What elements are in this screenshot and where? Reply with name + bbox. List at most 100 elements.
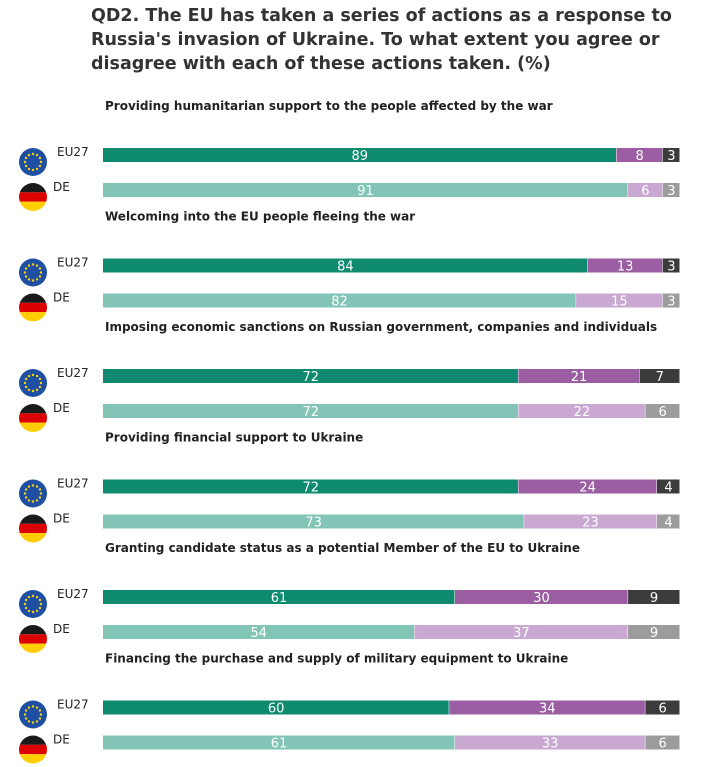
data-label: 3 (667, 260, 675, 275)
eu-flag-disc (19, 369, 47, 397)
eu-star (35, 167, 39, 171)
eu-star (35, 609, 39, 613)
data-label: 13 (617, 260, 634, 275)
stripe-red (19, 302, 47, 313)
eu-star (31, 389, 35, 393)
bar-disagree (454, 590, 629, 604)
stripe-red (19, 523, 47, 534)
bar-agree (103, 735, 455, 750)
data-label: 89 (351, 149, 368, 164)
stripe-black (19, 735, 47, 745)
eu-star (39, 271, 43, 274)
eu-star (31, 705, 35, 708)
eu-star (27, 374, 31, 378)
category-label: Providing humanitarian support to the pe… (105, 99, 553, 113)
bar-agree (103, 700, 450, 715)
category-label: Financing the purchase and supply of mil… (105, 652, 568, 666)
stripe-gold (19, 533, 47, 543)
bar-disagree (576, 293, 663, 308)
bar-dont-know (639, 369, 680, 383)
stripe-gold (19, 422, 47, 432)
eu-star (23, 713, 27, 716)
data-label: 6 (659, 737, 667, 752)
bar-disagree (518, 369, 640, 383)
germany-flag-icon (19, 293, 47, 322)
eu-star (27, 278, 31, 281)
germany-flag-stripes (19, 625, 47, 653)
data-label: 73 (305, 516, 322, 531)
row-label-eu27: EU27 (57, 587, 89, 601)
eu-star (24, 275, 28, 278)
data-label: 6 (659, 702, 667, 717)
row-label-eu27: EU27 (57, 366, 89, 380)
data-label: 24 (579, 481, 596, 496)
data-label: 61 (271, 737, 288, 752)
eu-star (38, 717, 42, 720)
bar-agree (103, 479, 519, 494)
eu-star (35, 720, 39, 723)
eu-flag-icon (19, 590, 47, 618)
eu-flag-disc (19, 148, 47, 176)
eu-star (38, 385, 42, 389)
bar-disagree (628, 183, 663, 197)
eu-star (23, 160, 27, 164)
data-label: 91 (357, 184, 374, 199)
stripe-black (19, 625, 47, 635)
bar-agree (103, 293, 577, 308)
data-label: 15 (611, 295, 628, 310)
germany-flag-stripes (19, 404, 47, 432)
eu-star (31, 594, 35, 598)
germany-flag-stripes (19, 183, 47, 211)
eu-star (38, 267, 42, 270)
data-label: 30 (533, 591, 550, 606)
data-label: 9 (650, 626, 658, 641)
eu-star (27, 388, 31, 392)
eu-flag-disc (19, 700, 47, 729)
data-label: 60 (268, 702, 285, 717)
germany-flag-icon (19, 625, 47, 653)
eu-star (39, 602, 43, 606)
bar-dont-know (656, 479, 680, 494)
bar-agree (103, 625, 415, 639)
eu-star (27, 609, 31, 613)
stripe-gold (19, 643, 47, 653)
row-label-eu27: EU27 (57, 145, 89, 159)
germany-flag-icon (19, 183, 47, 211)
bar-dont-know (662, 183, 680, 197)
eu-star (27, 706, 31, 709)
data-label: 4 (664, 481, 672, 496)
bar-dont-know (656, 514, 680, 529)
stripe-gold (19, 754, 47, 764)
bar-dont-know (628, 590, 680, 604)
eu-star (31, 610, 35, 614)
eu-star (24, 164, 28, 168)
eu-flag-icon (19, 700, 47, 729)
eu-star (31, 484, 35, 487)
data-label: 7 (656, 370, 664, 385)
eu-star (24, 488, 28, 491)
stripe-black (19, 514, 47, 524)
eu-star (23, 381, 27, 385)
data-label: 6 (641, 184, 649, 199)
data-label: 37 (513, 626, 530, 641)
data-label: 23 (582, 516, 599, 531)
data-label: 33 (542, 737, 559, 752)
row-label-de: DE (53, 622, 70, 636)
eu-star (38, 496, 42, 499)
stripe-red (19, 192, 47, 202)
eu-star (27, 485, 31, 488)
eu-star (38, 377, 42, 381)
bar-dont-know (628, 625, 680, 639)
category-label: Granting candidate status as a potential… (105, 541, 580, 555)
eu-star (23, 602, 27, 606)
data-label: 34 (539, 702, 556, 717)
eu-star (24, 496, 28, 499)
eu-star (38, 598, 42, 602)
data-label: 9 (650, 591, 658, 606)
eu-star (38, 156, 42, 160)
data-label: 3 (667, 295, 675, 310)
eu-star (35, 499, 39, 502)
eu-star (39, 713, 43, 716)
stripe-black (19, 183, 47, 193)
eu-star (31, 168, 35, 172)
